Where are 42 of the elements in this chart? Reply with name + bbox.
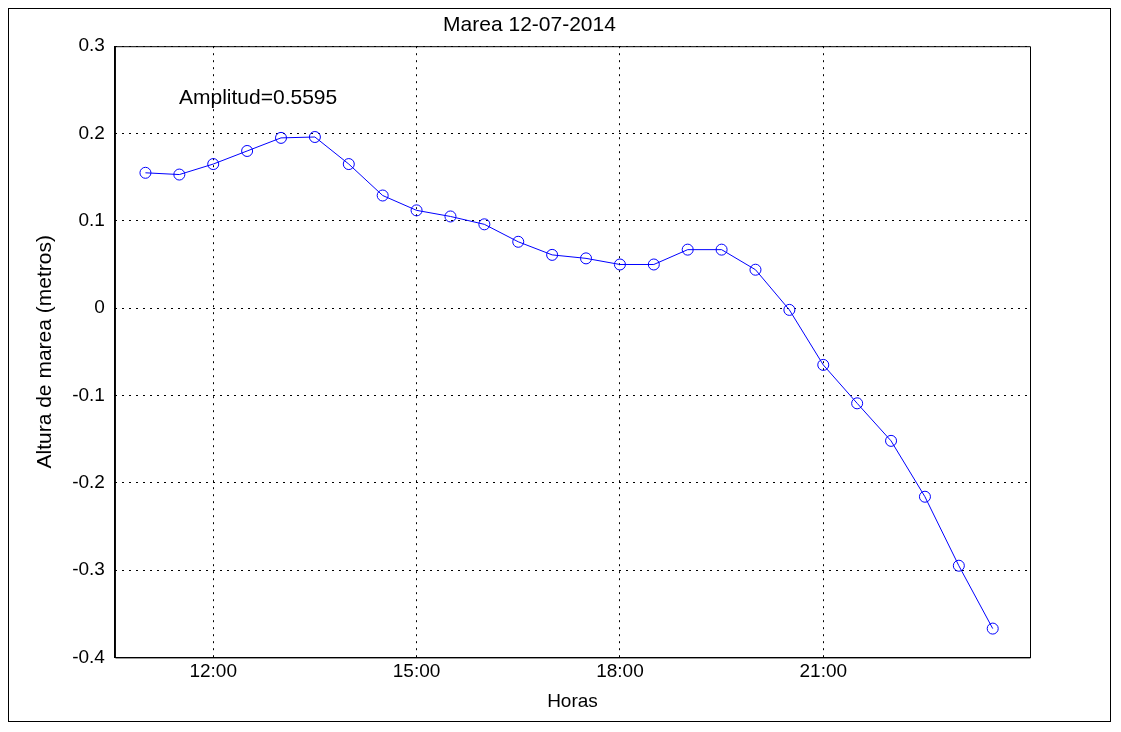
- x-tick-label: 12:00: [189, 660, 237, 682]
- y-tick-label: 0: [94, 296, 105, 318]
- point: [444, 210, 457, 223]
- x-tick-label: 15:00: [392, 660, 441, 682]
- point: [885, 434, 898, 447]
- y-axis-title: Altura de marea (metros): [32, 235, 56, 469]
- y-tick-label: -0.1: [72, 383, 105, 405]
- point: [613, 258, 626, 271]
- point: [275, 131, 288, 144]
- point: [681, 243, 694, 256]
- x-axis-title: Horas: [547, 689, 598, 711]
- point: [817, 358, 830, 371]
- point: [986, 622, 999, 635]
- point: [342, 158, 355, 171]
- point: [851, 397, 864, 410]
- point: [308, 131, 321, 144]
- x-tick-label: 18:00: [596, 660, 644, 682]
- y-tick-label: -0.2: [72, 471, 105, 493]
- point: [478, 218, 491, 231]
- point: [173, 168, 186, 181]
- y-tick-label: -0.4: [72, 645, 106, 667]
- point: [139, 166, 152, 179]
- point: [410, 204, 423, 217]
- point: [241, 144, 254, 157]
- point: [783, 303, 796, 316]
- x-tick-label: 21:00: [799, 660, 848, 682]
- point: [512, 235, 525, 248]
- y-tick-label: 0.1: [78, 209, 105, 231]
- point: [647, 258, 660, 271]
- y-tick-label: 0.2: [78, 121, 105, 143]
- y-tick-label: 0.3: [78, 34, 105, 56]
- annotation: Amplitud=0.5595: [178, 85, 338, 108]
- point: [749, 263, 762, 276]
- chart-title: Marea 12-07-2014: [443, 12, 617, 36]
- point: [715, 243, 728, 256]
- point: [580, 252, 593, 265]
- point: [546, 248, 559, 261]
- point: [952, 559, 965, 572]
- point: [918, 490, 931, 503]
- y-tick-label: -0.3: [72, 558, 105, 580]
- point: [207, 158, 220, 171]
- point: [376, 189, 389, 202]
